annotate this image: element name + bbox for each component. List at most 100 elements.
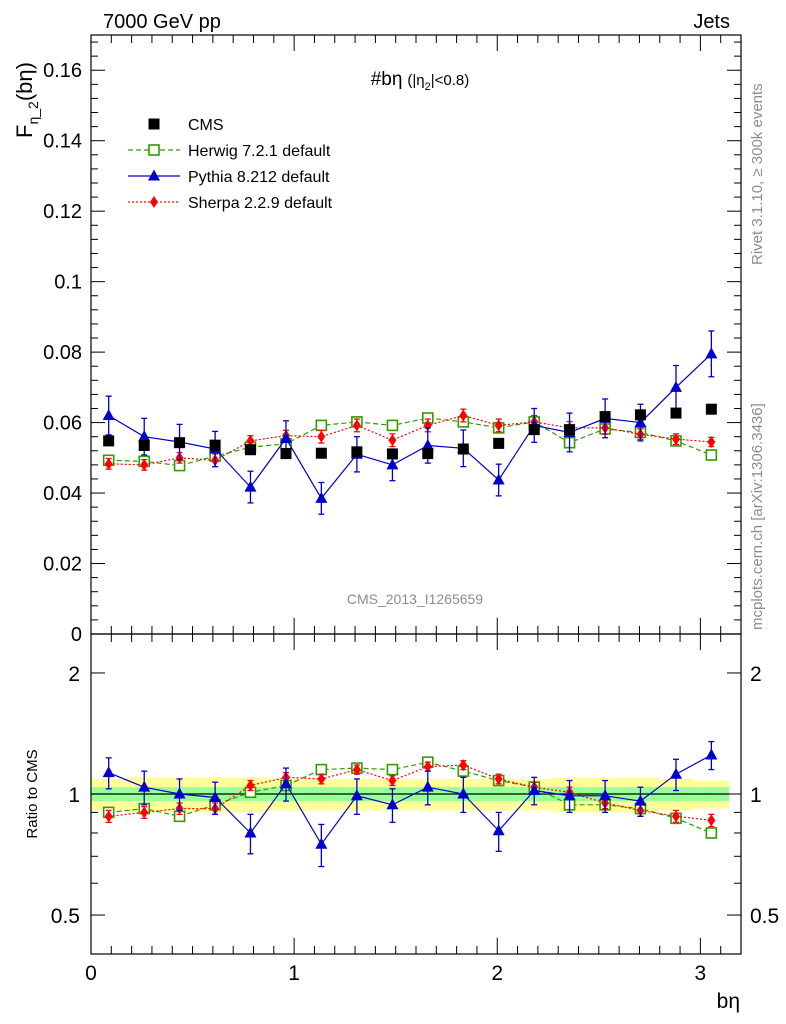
legend: CMS Herwig 7.2.1 default Pythia 8.212 defa… [128, 117, 333, 212]
main-pythia-point [386, 458, 399, 470]
ratio-sherpa-point [246, 779, 255, 792]
main-y-tick-label: 0.08 [43, 342, 82, 364]
title-cut-open: (|η [407, 72, 424, 89]
legend-herwig-marker [148, 144, 160, 156]
main-pythia-point [102, 409, 115, 421]
y-label-subscript: η_2 [25, 101, 41, 125]
title-cut-sub: 2 [425, 81, 431, 93]
main-sherpa-line [108, 414, 712, 466]
ratio-pythia-line [108, 754, 712, 846]
main-panel: 0 0.02 0.04 0.06 0.08 0.1 0.12 0.14 0.16 Fη_2(bη… [12, 34, 742, 646]
ratio-y-tick-labels: 0.5 0.5 1 1 2 2 [51, 663, 779, 928]
ratio-x-tick-label: 0 [85, 962, 97, 985]
main-pythia-point [280, 431, 292, 443]
main-cms-point [138, 439, 150, 451]
main-sherpa-point [388, 434, 397, 447]
main-pythia-line [108, 353, 712, 500]
main-cms-point [351, 446, 363, 458]
main-cms-point [315, 447, 327, 459]
main-cms-point [670, 407, 682, 419]
ratio-y-tick-label-left: 1 [68, 784, 80, 807]
ratio-sherpa-point [388, 774, 397, 787]
main-cms-point [493, 437, 505, 449]
ratio-y-tick-label-right: 1 [750, 784, 762, 807]
main-herwig-line [108, 417, 712, 467]
plot-title: #bη (|η2|<0.8) [371, 69, 470, 93]
main-y-tick-label: 0.16 [43, 60, 82, 82]
ratio-pythia-point [102, 766, 115, 778]
ratio-pythia-point [350, 789, 363, 801]
ratio-sherpa-line [108, 764, 712, 821]
main-pythia-point [421, 438, 434, 450]
main-cms-point [457, 443, 469, 455]
main-cms-point [209, 439, 221, 451]
main-y-tick-label: 0.1 [54, 272, 82, 294]
main-sherpa-point [104, 457, 113, 470]
legend-sherpa-marker [150, 196, 158, 208]
main-pythia-point [634, 416, 647, 428]
ratio-y-tick-label-left: 0.5 [51, 905, 80, 928]
rivet-version-label: Rivet 3.1.10, ≥ 300k events [749, 83, 766, 265]
main-cms-point [705, 403, 717, 415]
main-cms-point [422, 448, 434, 460]
ratio-pythia-point [563, 789, 576, 801]
main-y-tick-label: 0.02 [43, 554, 82, 576]
ratio-ticks [90, 634, 742, 955]
ratio-y-tick-label-left: 2 [68, 663, 80, 686]
main-cms-point [174, 437, 186, 449]
main-cms-point [103, 435, 115, 447]
main-pythia-point [705, 347, 718, 359]
main-y-tick-label: 0.06 [43, 413, 82, 435]
ratio-pythia-point [599, 789, 612, 801]
main-cms-point [386, 448, 398, 460]
mcplots-reference-label: mcplots.cern.ch [arXiv:1306.3436] [749, 403, 766, 630]
ratio-pythia-point [280, 777, 292, 789]
ratio-sherpa-point [459, 759, 468, 772]
main-y-axis-label: Fη_2(bη) [12, 62, 41, 138]
ratio-pythia-point [138, 780, 151, 792]
ratio-pythia-point [421, 780, 434, 792]
main-herwig-point [705, 449, 718, 461]
ratio-sherpa-point [140, 806, 149, 819]
ratio-sherpa-point [352, 763, 361, 776]
main-sherpa-point [317, 430, 326, 443]
ratio-pythia-point [386, 798, 399, 810]
x-axis-label: bη [717, 990, 740, 1013]
ratio-pythia-point [173, 787, 186, 799]
title-main: #bη [371, 69, 403, 90]
main-y-tick-labels: 0 0.02 0.04 0.06 0.08 0.1 0.12 0.14 0.16 [43, 60, 82, 646]
legend-herwig-label: Herwig 7.2.1 default [188, 143, 331, 160]
ratio-y-axis-label: Ratio to CMS [24, 749, 41, 838]
ratio-pythia-point [315, 837, 328, 849]
main-pythia-point [244, 480, 257, 492]
ratio-sherpa-point [707, 814, 716, 827]
ratio-pythia-point [670, 767, 682, 779]
ratio-herwig-point [386, 763, 399, 776]
main-y-tick-label: 0.04 [43, 483, 82, 505]
ratio-sherpa-point [672, 810, 680, 823]
main-sherpa-point [459, 409, 468, 422]
legend-pythia-label: Pythia 8.212 default [188, 169, 330, 186]
main-sherpa-point [707, 435, 716, 448]
ratio-pythia-point [457, 787, 470, 799]
main-plot-area [102, 330, 718, 515]
main-y-tick-label: 0.14 [43, 131, 82, 153]
legend-cms-label: CMS [188, 117, 224, 134]
ratio-y-tick-label-right: 0.5 [750, 905, 779, 928]
ratio-sherpa-point [423, 760, 432, 773]
legend-sherpa-label: Sherpa 2.2.9 default [188, 195, 333, 212]
main-sherpa-point [246, 434, 255, 447]
main-sherpa-point [494, 419, 503, 432]
ratio-sherpa-point [317, 772, 326, 785]
title-cut-close: |<0.8) [431, 72, 470, 89]
ratio-panel: 0.5 0.5 1 1 2 2 0 1 2 3 Ratio to CMS bη [24, 633, 779, 1013]
main-y-tick-label: 0.12 [43, 201, 82, 223]
ratio-pythia-point [244, 826, 257, 838]
category-label: Jets [693, 11, 730, 33]
main-pythia-point [138, 430, 151, 442]
main-sherpa-point [672, 433, 680, 446]
legend-pythia-marker [148, 169, 160, 181]
ratio-x-tick-label: 3 [695, 962, 707, 985]
ratio-x-tick-label: 1 [288, 962, 300, 985]
